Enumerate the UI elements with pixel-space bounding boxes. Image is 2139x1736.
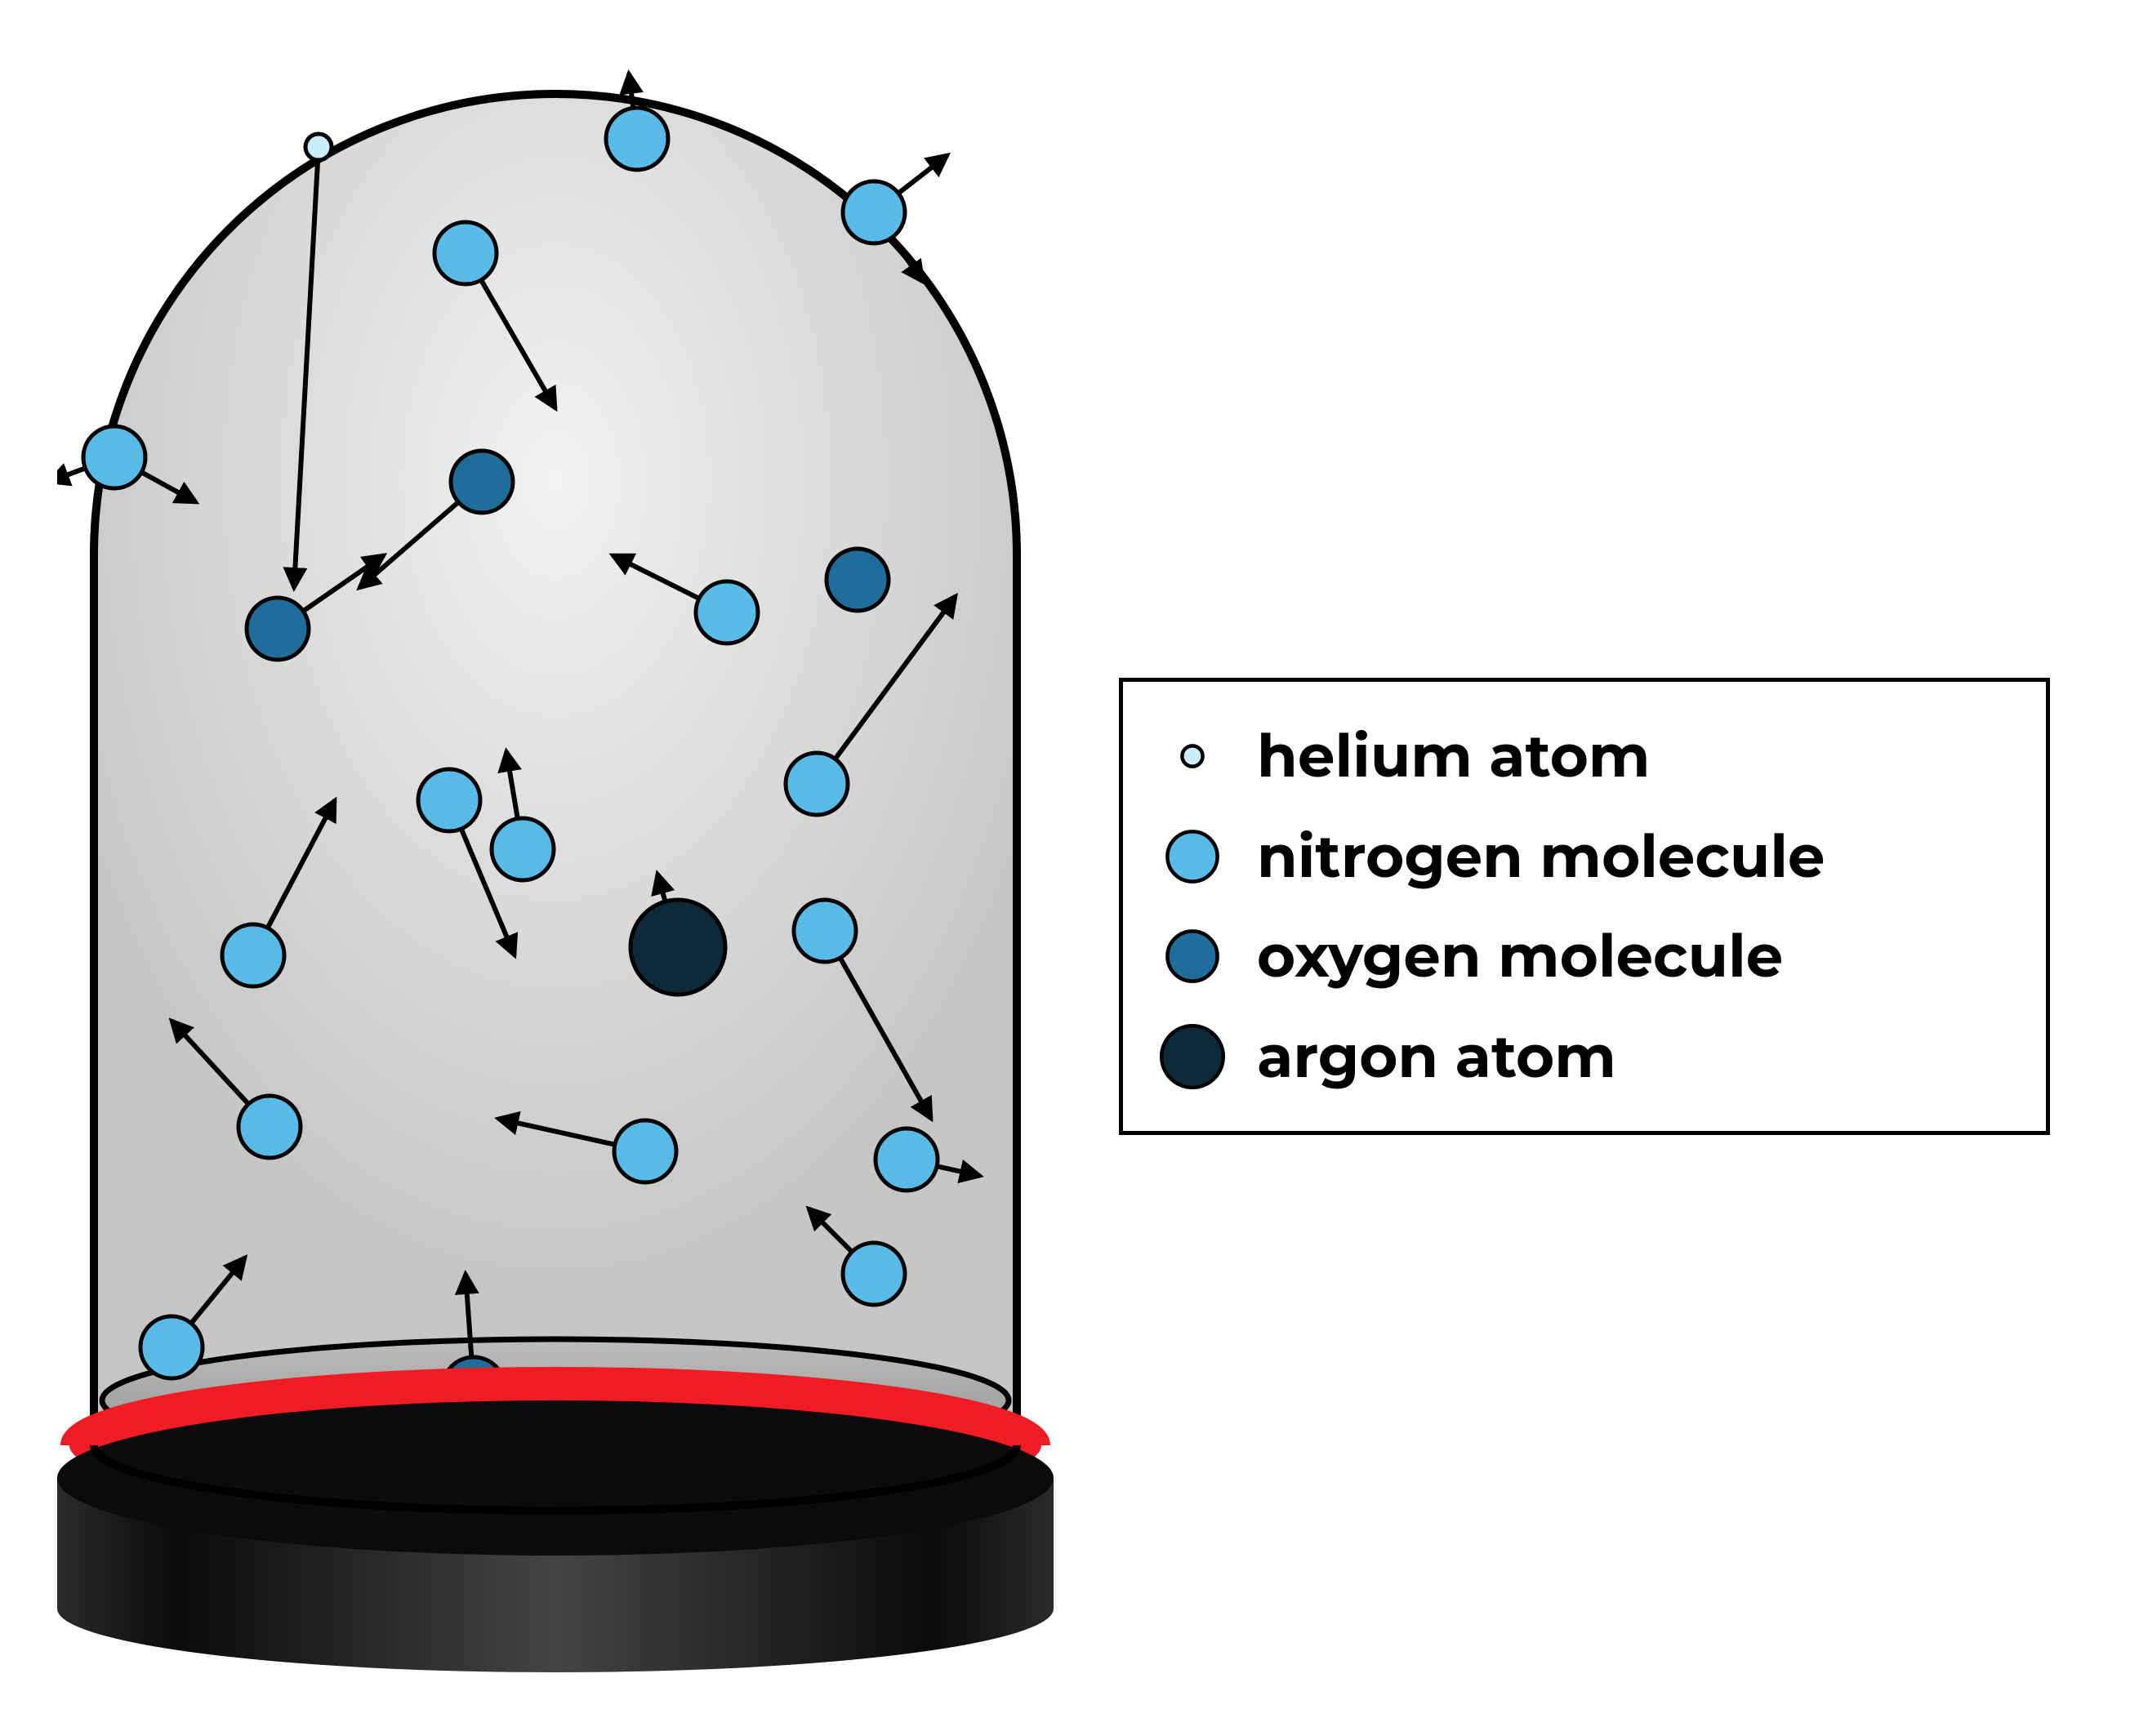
helium-swatch-icon xyxy=(1182,746,1202,767)
legend-label-argon: argon atom xyxy=(1257,1021,1616,1093)
nitrogen-particle xyxy=(83,426,145,488)
nitrogen-particle xyxy=(606,108,668,170)
particle-nitrogen xyxy=(606,73,668,170)
oxygen-swatch-icon xyxy=(1167,932,1217,982)
oxygen-particle xyxy=(451,451,513,513)
legend-swatch-helium xyxy=(1156,715,1229,797)
legend-label-nitrogen: nitrogen molecule xyxy=(1257,821,1825,892)
nitrogen-particle xyxy=(492,818,554,880)
nitrogen-particle xyxy=(696,581,758,643)
oxygen-particle xyxy=(247,598,309,660)
diagram-stage: helium atom nitrogen molecule oxygen molec… xyxy=(0,0,2139,1736)
nitrogen-particle xyxy=(418,769,480,831)
nitrogen-particle xyxy=(434,222,497,284)
nitrogen-particle xyxy=(614,1120,676,1182)
nitrogen-particle xyxy=(140,1316,203,1378)
helium-particle xyxy=(305,134,332,160)
argon-swatch-icon xyxy=(1161,1026,1223,1088)
base-top xyxy=(57,1400,1054,1556)
nitrogen-particle xyxy=(786,753,848,815)
nitrogen-swatch-icon xyxy=(1167,831,1217,881)
nitrogen-particle xyxy=(843,1243,905,1305)
legend-swatch-oxygen xyxy=(1156,915,1229,997)
bell-jar-svg xyxy=(57,57,1054,1674)
oxygen-particle xyxy=(827,549,889,611)
base-bottom xyxy=(57,1545,1054,1672)
legend-row-nitrogen: nitrogen molecule xyxy=(1156,816,2013,897)
nitrogen-particle xyxy=(794,900,856,962)
legend-swatch-argon xyxy=(1156,1016,1229,1097)
particle-oxygen xyxy=(827,549,889,611)
argon-particle xyxy=(631,900,725,995)
nitrogen-particle xyxy=(238,1096,301,1158)
legend-items-list: helium atom nitrogen molecule oxygen molec… xyxy=(1123,682,2046,1131)
nitrogen-particle xyxy=(222,924,284,986)
legend-row-argon: argon atom xyxy=(1156,1016,2013,1097)
legend-label-oxygen: oxygen molecule xyxy=(1257,920,1783,992)
bell-jar-container xyxy=(57,57,1054,1674)
nitrogen-particle xyxy=(876,1128,938,1191)
legend-swatch-nitrogen xyxy=(1156,816,1229,897)
legend-label-helium: helium atom xyxy=(1257,720,1650,792)
legend-row-oxygen: oxygen molecule xyxy=(1156,915,2013,997)
legend-row-helium: helium atom xyxy=(1156,715,2013,797)
legend-panel: helium atom nitrogen molecule oxygen molec… xyxy=(1119,678,2050,1135)
nitrogen-particle xyxy=(843,181,905,243)
